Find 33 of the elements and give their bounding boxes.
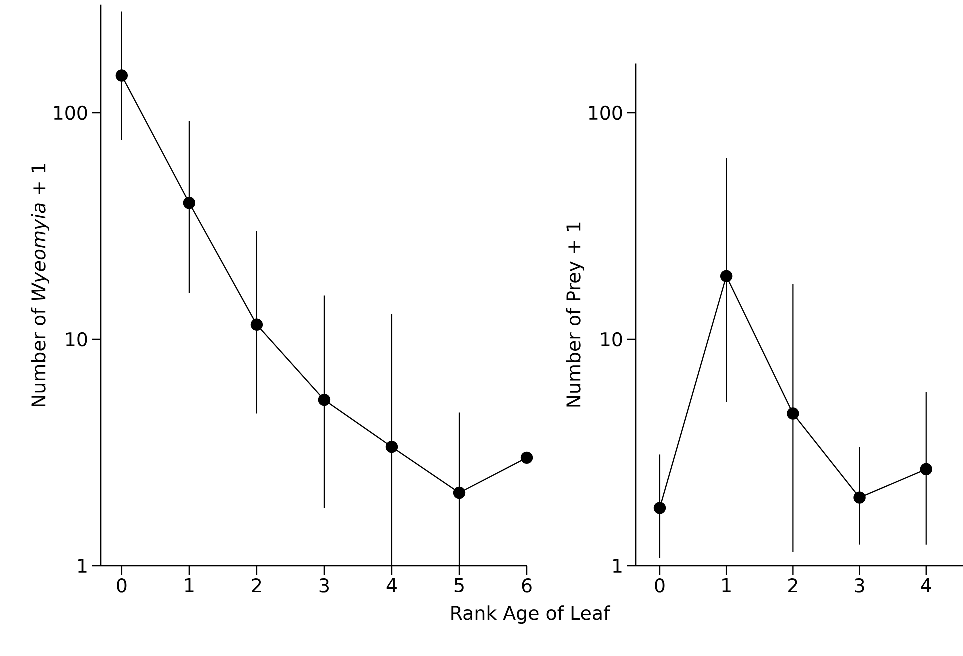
- x-tick-label: 4: [921, 578, 932, 592]
- x-tick-label: 6: [522, 578, 532, 593]
- x-tick-label: 1: [186, 578, 194, 592]
- point: [520, 452, 534, 464]
- x-axis-title: Rank Age of Leaf: [452, 606, 611, 624]
- y-tick-label: 1: [78, 559, 87, 573]
- point: [720, 270, 733, 282]
- x-tick-label: 4: [386, 578, 397, 592]
- point: [453, 486, 466, 500]
- point: [183, 197, 196, 210]
- y-tick-label: 100: [589, 106, 622, 120]
- y-axis-title: Number of Wyeomyia + 1: [31, 164, 50, 407]
- x-tick-label: 5: [454, 578, 464, 593]
- y-tick-label: 1: [614, 559, 622, 573]
- point: [116, 70, 128, 82]
- y-tick-label: 100: [54, 106, 88, 120]
- x-tick-label: 2: [252, 578, 262, 593]
- y-tick-label: 10: [66, 332, 88, 347]
- point: [920, 463, 932, 476]
- point: [318, 394, 331, 406]
- x-tick-label: 2: [788, 578, 798, 593]
- point: [250, 318, 264, 331]
- point: [654, 502, 666, 514]
- x-tick-label: 0: [117, 578, 127, 593]
- y-axis-title: Number of Prey + 1: [566, 222, 585, 407]
- x-tick-label: 0: [655, 578, 665, 593]
- x-tick-label: 3: [320, 578, 329, 593]
- point: [854, 492, 866, 504]
- x-tick-label: 1: [722, 578, 731, 592]
- point: [787, 408, 800, 420]
- y-tick-label: 10: [601, 332, 622, 347]
- point: [386, 440, 398, 454]
- x-tick-label: 3: [855, 578, 864, 593]
